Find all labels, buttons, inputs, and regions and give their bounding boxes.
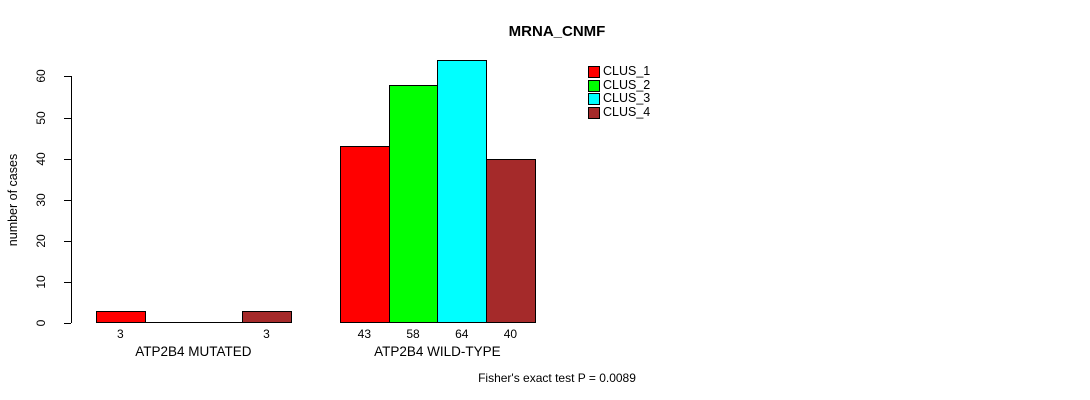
bar-value-label: 40	[503, 327, 518, 341]
legend-item-label: CLUS_4	[603, 105, 651, 120]
stat-note: Fisher's exact test P = 0.0089	[478, 371, 636, 385]
y-axis-tick-label: 20	[34, 234, 48, 248]
bar-value-label: 64	[455, 327, 469, 341]
bar-value-label: 3	[263, 327, 270, 341]
x-category-label: ATP2B4 MUTATED	[135, 343, 252, 359]
y-axis-tick	[64, 323, 71, 324]
y-axis-tick-label: 10	[34, 275, 48, 289]
y-axis-tick-label: 0	[34, 319, 48, 327]
bar-clus-2	[144, 322, 195, 323]
legend-swatch-clus-2	[588, 79, 600, 92]
legend-swatch-clus-3	[588, 93, 600, 106]
y-axis-tick-label: 50	[34, 110, 48, 125]
legend-item-label: CLUS_3	[603, 91, 651, 106]
bar-value-label: 58	[406, 327, 420, 341]
y-axis-tick	[64, 76, 71, 78]
legend-swatch-clus-1	[588, 66, 600, 78]
x-category-label: ATP2B4 WILD-TYPE	[374, 343, 501, 359]
y-axis-tick-label: 40	[34, 151, 48, 166]
bar-clus-1	[96, 311, 146, 323]
y-axis-tick-label: 60	[34, 69, 48, 84]
y-axis-tick	[64, 281, 71, 283]
bar-clus-1	[340, 146, 390, 323]
y-axis-tick	[64, 117, 71, 119]
bar-value-label: 43	[357, 327, 372, 341]
legend-swatch-clus-4	[588, 107, 600, 120]
bar-value-label: 3	[117, 327, 124, 341]
bar-clus-3	[193, 322, 244, 323]
y-axis-tick-label: 30	[34, 193, 48, 207]
y-axis-tick	[64, 240, 71, 242]
legend-item-label: CLUS_2	[603, 77, 651, 92]
legend-item-label: CLUS_1	[603, 64, 651, 78]
bar-clus-4	[242, 311, 292, 323]
y-axis-tick	[64, 199, 71, 201]
y-axis-tick	[64, 158, 71, 160]
bar-clus-2	[388, 85, 439, 323]
bar-clus-4	[486, 159, 536, 323]
bar-clus-3	[437, 60, 488, 323]
chart-title: MRNA_CNMF	[508, 23, 606, 40]
y-axis-title: number of cases	[6, 153, 20, 247]
y-axis-line	[71, 76, 72, 323]
